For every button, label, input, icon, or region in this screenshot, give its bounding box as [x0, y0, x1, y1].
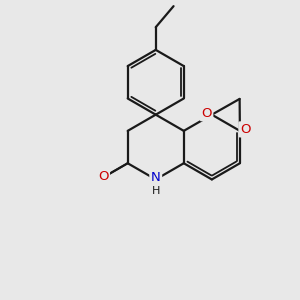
- Text: O: O: [98, 170, 109, 183]
- Text: O: O: [240, 123, 250, 136]
- Text: O: O: [201, 107, 212, 120]
- Text: H: H: [152, 186, 160, 196]
- Text: N: N: [151, 172, 160, 184]
